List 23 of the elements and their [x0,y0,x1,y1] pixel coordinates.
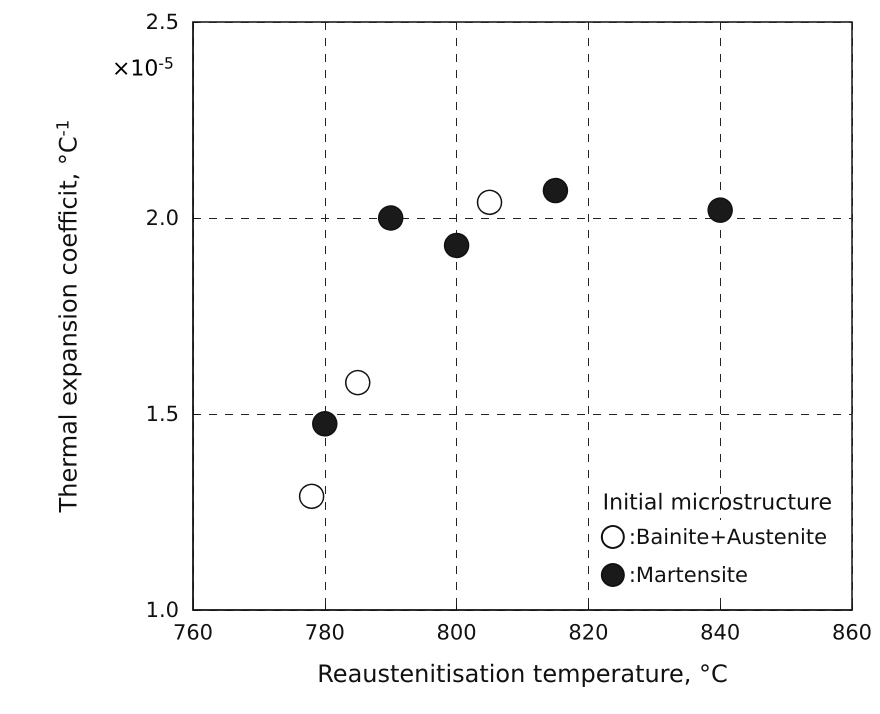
point [345,370,370,396]
legend-label: :Bainite+Austenite [628,525,828,549]
x-tick-label: 820 [568,620,608,644]
x-tick-label: 840 [700,620,740,644]
point [378,205,404,231]
legend-label: :Martensite [628,563,748,587]
point [444,232,470,258]
y-tick-label: 1.0 [146,598,179,622]
x-tick-label: 780 [304,620,345,644]
legend-title: Initial microstructure [602,490,832,516]
x-tick-label: 800 [436,620,477,644]
x-tick-label: 760 [172,620,214,644]
y-tick-label: 2.0 [146,206,179,230]
x-axis-title: Reaustenitisation temperature, °C [317,660,728,688]
y-tick-label: 2.5 [146,10,179,34]
x-tick-label: 860 [832,620,872,644]
y-tick-label: 1.5 [146,402,179,426]
point [298,484,324,510]
point [542,178,568,204]
point [312,411,338,437]
y-axis-title: Thermal expansion coefficit, °C-1 [52,120,82,514]
point [707,197,733,223]
point [476,190,502,216]
